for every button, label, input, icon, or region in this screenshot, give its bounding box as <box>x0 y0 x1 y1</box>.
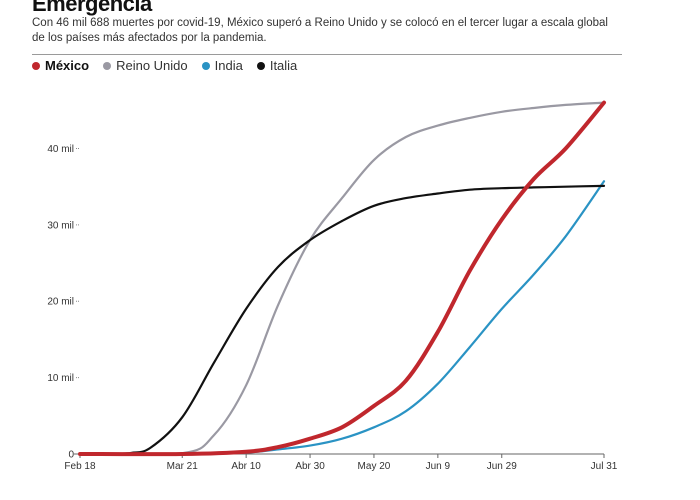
legend-marker-india <box>201 61 210 70</box>
x-tick-label: Jun 29 <box>487 461 517 472</box>
series-line-mexico <box>78 100 606 457</box>
chart-axes: 0 10 mil 20 mil 30 mil 40 mil Feb 18 Mar 21 Abr… <box>47 144 617 472</box>
y-tick-label: 30 mil <box>47 220 74 231</box>
legend-marker-mexico <box>32 61 40 70</box>
legend-item-mexico: México <box>32 58 89 73</box>
header-divider <box>32 54 622 55</box>
series-line-reino-unido <box>78 101 606 456</box>
y-tick-label: 40 mil <box>47 144 74 155</box>
y-tick-label: 20 mil <box>47 297 74 308</box>
chart-title: Emergencia <box>32 0 152 16</box>
y-tick-label: 10 mil <box>47 373 74 384</box>
legend-item-india: India <box>201 58 243 73</box>
legend-label-india: India <box>214 58 243 73</box>
x-tick-label: Abr 10 <box>231 461 261 472</box>
x-tick-label: Jun 9 <box>426 461 451 472</box>
chart-series <box>78 100 606 457</box>
legend-label-mexico: México <box>45 58 90 73</box>
x-tick-label: Abr 30 <box>295 461 325 472</box>
chart-subtitle: Con 46 mil 688 muertes por covid-19, Méx… <box>32 17 608 44</box>
legend-item-italia: Italia <box>256 58 298 73</box>
x-tick-label: Feb 18 <box>64 461 96 472</box>
x-tick-label: Jul 31 <box>591 461 618 472</box>
legend: México Reino Unido India Italia <box>32 58 297 73</box>
legend-item-reino-unido: Reino Unido <box>103 58 188 73</box>
legend-label-reino-unido: Reino Unido <box>116 58 188 73</box>
y-tick-label: 0 <box>68 450 74 461</box>
legend-marker-italia <box>256 61 265 70</box>
legend-marker-reino-unido <box>103 61 112 70</box>
x-tick-label: Mar 21 <box>167 461 199 472</box>
x-tick-label: May 20 <box>358 461 391 472</box>
legend-label-italia: Italia <box>269 58 298 73</box>
series-line-italia <box>78 184 606 456</box>
